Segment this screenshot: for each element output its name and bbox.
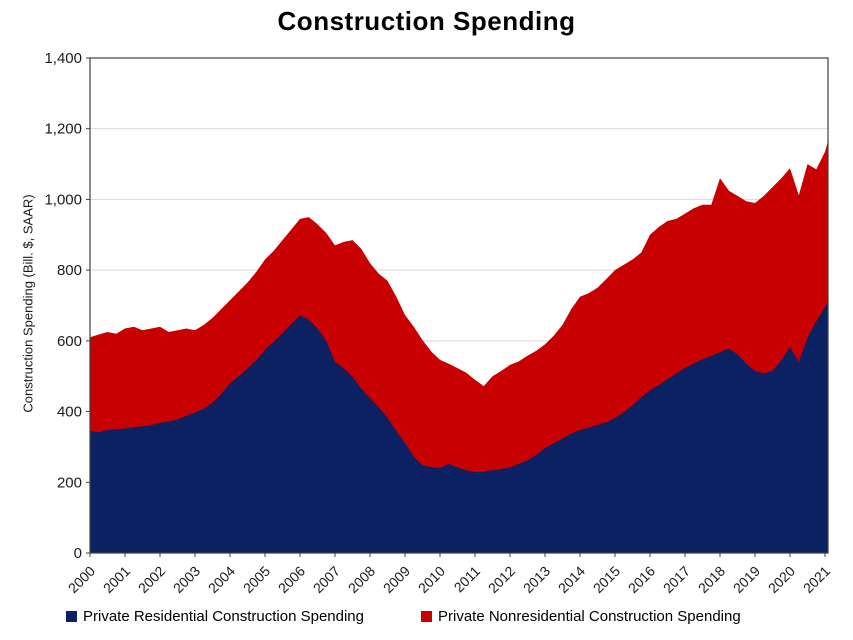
x-tick-label: 2017 xyxy=(660,563,693,596)
y-tick-label: 1,000 xyxy=(44,191,82,208)
y-tick-label: 800 xyxy=(57,262,82,279)
y-tick-label: 1,400 xyxy=(44,50,82,67)
legend-label-residential: Private Residential Construction Spendin… xyxy=(83,608,364,625)
y-tick-label: 400 xyxy=(57,404,82,421)
x-tick-label: 2006 xyxy=(275,563,308,596)
x-tick-label: 2018 xyxy=(695,563,728,596)
residential-swatch-icon xyxy=(66,611,77,622)
x-tick-label: 2009 xyxy=(380,563,413,596)
x-tick-label: 2014 xyxy=(555,563,588,596)
x-tick-label: 2012 xyxy=(485,563,518,596)
x-tick-label: 2010 xyxy=(415,563,448,596)
x-tick-label: 2007 xyxy=(310,563,343,596)
x-tick-label: 2002 xyxy=(135,563,168,596)
y-tick-label: 600 xyxy=(57,333,82,350)
x-tick-label: 2005 xyxy=(240,563,273,596)
x-tick-label: 2001 xyxy=(100,563,133,596)
legend-item-residential: Private Residential Construction Spendin… xyxy=(66,608,364,625)
x-tick-label: 2021 xyxy=(800,563,833,596)
x-tick-label: 2016 xyxy=(625,563,658,596)
x-tick-label: 2020 xyxy=(765,563,798,596)
chart-title: Construction Spending xyxy=(277,6,576,36)
x-tick-label: 2000 xyxy=(65,563,98,596)
x-tick-label: 2013 xyxy=(520,563,553,596)
plot-frame xyxy=(89,57,829,554)
y-axis-title: Construction Spending (Bill. $, SAAR) xyxy=(20,194,36,413)
nonresidential-swatch-icon xyxy=(421,611,432,622)
x-tick-label: 2004 xyxy=(205,563,238,596)
x-tick-label: 2015 xyxy=(590,563,623,596)
x-tick-label: 2008 xyxy=(345,563,378,596)
y-tick-label: 0 xyxy=(74,545,82,562)
x-tick-label: 2011 xyxy=(451,563,484,596)
legend: Private Residential Construction Spendin… xyxy=(66,608,741,625)
area-residential xyxy=(90,301,828,553)
y-tick-label: 200 xyxy=(57,474,82,491)
x-tick-label: 2019 xyxy=(730,563,763,596)
legend-item-nonresidential: Private Nonresidential Construction Spen… xyxy=(421,608,741,625)
y-tick-label: 1,200 xyxy=(44,121,82,138)
x-tick-label: 2003 xyxy=(170,563,203,596)
legend-label-nonresidential: Private Nonresidential Construction Spen… xyxy=(438,608,741,625)
